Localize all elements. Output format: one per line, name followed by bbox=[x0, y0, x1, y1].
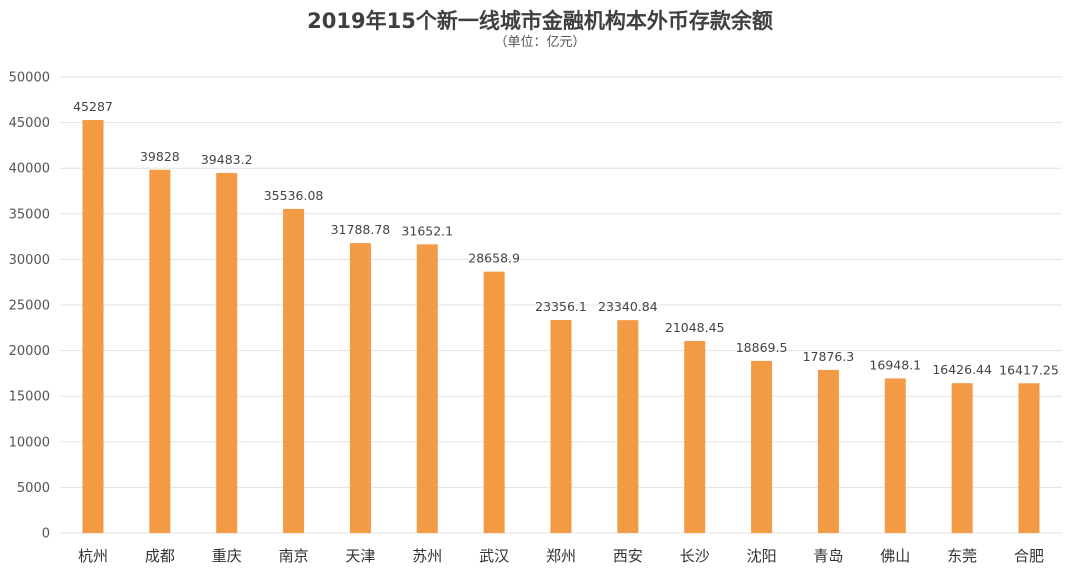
y-tick-label: 25000 bbox=[9, 299, 50, 314]
data-label: 28658.9 bbox=[468, 251, 520, 266]
data-label: 39483.2 bbox=[201, 152, 253, 167]
x-tick-label: 杭州 bbox=[78, 547, 108, 565]
x-tick-label: 苏州 bbox=[412, 547, 442, 565]
bar bbox=[149, 169, 171, 533]
data-label: 45287 bbox=[73, 99, 113, 114]
y-tick-label: 10000 bbox=[9, 435, 50, 450]
y-tick-label: 0 bbox=[42, 527, 50, 542]
data-label: 23340.84 bbox=[598, 299, 658, 314]
data-label: 39828 bbox=[140, 149, 180, 164]
bar bbox=[751, 360, 773, 533]
data-label: 18869.5 bbox=[736, 340, 788, 355]
x-tick-label: 长沙 bbox=[680, 547, 710, 565]
y-tick-label: 30000 bbox=[9, 253, 50, 268]
x-tick-label: 成都 bbox=[145, 547, 175, 565]
bar bbox=[617, 320, 639, 533]
bar bbox=[550, 319, 572, 533]
data-label: 35536.08 bbox=[264, 188, 324, 203]
bar bbox=[817, 369, 839, 533]
x-axis-category-labels: 杭州 成都 重庆 南京 天津 苏州 武汉 郑州 西安 长沙 沈阳 青岛 佛山 东莞 合肥 bbox=[78, 547, 1044, 565]
x-tick-label: 武汉 bbox=[479, 547, 509, 565]
chart-subtitle: （单位：亿元） bbox=[494, 35, 586, 50]
bar bbox=[684, 341, 706, 533]
x-tick-label: 重庆 bbox=[212, 547, 242, 565]
y-tick-label: 5000 bbox=[17, 481, 50, 496]
x-tick-label: 西安 bbox=[613, 547, 643, 565]
y-tick-label: 15000 bbox=[9, 390, 50, 405]
y-tick-label: 40000 bbox=[9, 162, 50, 177]
bar bbox=[1018, 383, 1040, 533]
data-label: 31652.1 bbox=[401, 223, 453, 238]
x-tick-label: 东莞 bbox=[947, 547, 977, 565]
y-axis-tick-labels: 0 5000 10000 15000 20000 25000 30000 35000 40000… bbox=[9, 71, 50, 542]
x-tick-label: 天津 bbox=[345, 547, 375, 565]
x-tick-label: 佛山 bbox=[880, 547, 910, 565]
x-tick-label: 郑州 bbox=[546, 547, 576, 565]
chart-title: 2019年15个新一线城市金融机构本外币存款余额 bbox=[307, 9, 773, 33]
bar bbox=[483, 271, 505, 533]
data-label: 23356.1 bbox=[535, 299, 587, 314]
bar bbox=[283, 208, 305, 533]
x-tick-label: 青岛 bbox=[813, 547, 843, 565]
data-label: 16426.44 bbox=[932, 362, 992, 377]
y-tick-label: 45000 bbox=[9, 116, 50, 131]
data-label: 16948.1 bbox=[869, 357, 921, 372]
bar bbox=[884, 378, 906, 533]
y-tick-label: 20000 bbox=[9, 344, 50, 359]
data-label: 21048.45 bbox=[665, 320, 725, 335]
bar bbox=[416, 244, 438, 533]
value-labels: 45287 39828 39483.2 35536.08 31788.78 31652.1… bbox=[73, 99, 1059, 377]
data-label: 16417.25 bbox=[999, 362, 1059, 377]
y-tick-label: 35000 bbox=[9, 207, 50, 222]
data-label: 17876.3 bbox=[803, 349, 855, 364]
bar bbox=[82, 119, 104, 534]
bar bbox=[349, 243, 371, 534]
x-tick-label: 南京 bbox=[279, 547, 309, 565]
x-tick-label: 合肥 bbox=[1014, 547, 1044, 565]
bars bbox=[82, 119, 1040, 534]
bar bbox=[951, 383, 973, 533]
y-tick-label: 50000 bbox=[9, 71, 50, 86]
bar bbox=[216, 172, 238, 534]
data-label: 31788.78 bbox=[331, 222, 391, 237]
x-tick-label: 沈阳 bbox=[747, 547, 777, 565]
